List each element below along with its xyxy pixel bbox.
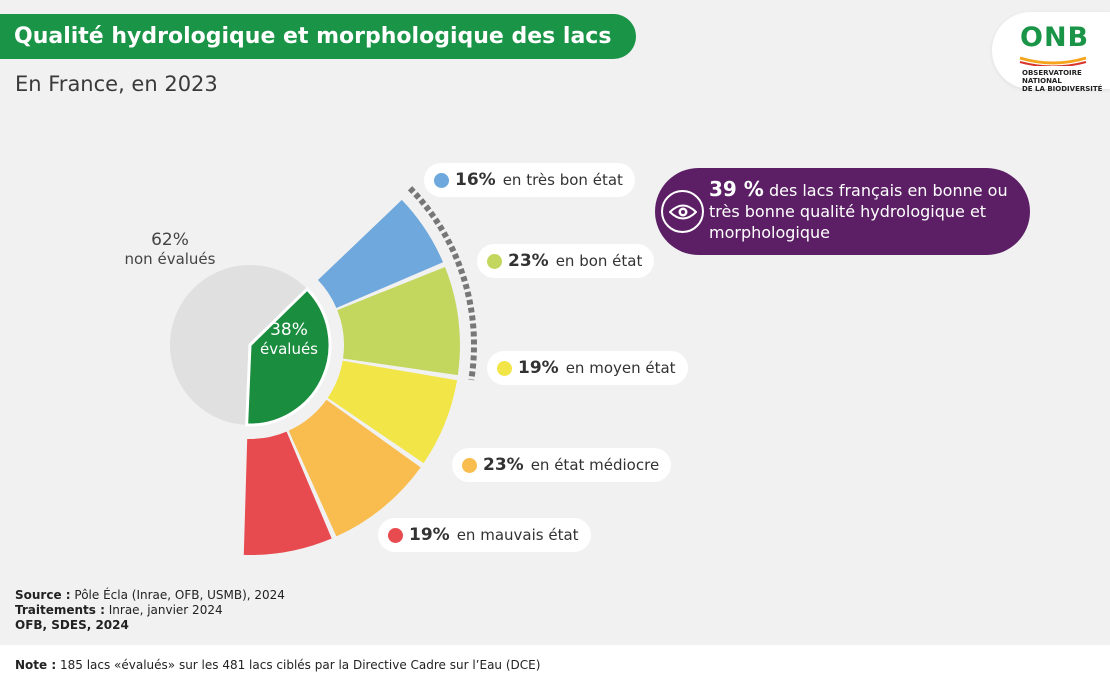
legend-dot <box>434 172 449 188</box>
legend-bon-etat: 23% en bon état <box>477 244 655 278</box>
slice-en-mauvais-état <box>243 431 332 555</box>
legend-dot <box>462 457 477 473</box>
legend-mauvais-etat: 19% en mauvais état <box>378 518 591 552</box>
callout-description: des lacs français en bonne ou très bonne… <box>709 181 1008 242</box>
slice-non-evalues <box>170 265 308 425</box>
source-text: Pôle Écla (Inrae, OFB, USMB), 2024 <box>74 588 285 602</box>
slice-evalues <box>245 286 332 427</box>
note-text: 185 lacs «évalués» sur les 481 lacs cibl… <box>59 658 541 672</box>
legend-pct: 19% <box>409 525 450 545</box>
slice-en-état-médiocre <box>288 399 421 537</box>
onb-logo: ONB OBSERVATOIRE NATIONAL DE LA BIODIVER… <box>992 12 1110 93</box>
logo-swoosh-icon <box>1019 56 1087 66</box>
non-evalues-pct: 62% <box>151 230 189 250</box>
evalues-pct: 38% <box>270 320 308 340</box>
legend-label: en mauvais état <box>456 526 579 544</box>
treatment-text: Inrae, janvier 2024 <box>108 603 223 617</box>
legend-pct: 19% <box>518 358 559 378</box>
logo-caption: OBSERVATOIRE NATIONAL DE LA BIODIVERSITÉ <box>1022 69 1110 93</box>
slice-en-bon-état <box>337 266 461 376</box>
slice-en-moyen-état <box>327 360 458 464</box>
legend-label: en moyen état <box>565 359 676 377</box>
evalues-label: évalués <box>259 340 318 358</box>
legend-pct: 23% <box>508 251 549 271</box>
credit-text: OFB, SDES, 2024 <box>15 618 129 632</box>
chart-subtitle: En France, en 2023 <box>15 72 218 96</box>
logo-line-1: OBSERVATOIRE NATIONAL <box>1022 69 1082 85</box>
treatment-label: Traitements : <box>15 603 105 617</box>
note-bar: Note : 185 lacs «évalués» sur les 481 la… <box>0 645 1110 685</box>
highlight-arc <box>407 186 477 381</box>
legend-label: en très bon état <box>502 171 623 189</box>
non-evalues-label: non évalués <box>124 250 216 268</box>
legend-tres-bon-etat: 16% en très bon état <box>424 163 635 197</box>
legend-dot <box>487 253 502 269</box>
callout-value: 39 % <box>709 177 764 201</box>
legend-moyen-etat: 19% en moyen état <box>487 351 688 385</box>
legend-pct: 23% <box>483 455 524 475</box>
logo-word: ONB <box>1020 22 1090 53</box>
slice-en-très-bon-état <box>317 199 444 308</box>
callout-text: 39 % des lacs français en bonne ou très … <box>709 179 1019 243</box>
chart-title: Qualité hydrologique et morphologique de… <box>14 24 612 49</box>
label-non-evalues: 62% non évalués <box>110 230 230 268</box>
eye-icon <box>661 190 704 233</box>
legend-etat-mediocre: 23% en état médiocre <box>452 448 672 482</box>
logo-line-2: DE LA BIODIVERSITÉ <box>1022 85 1103 93</box>
key-figure-callout: 39 % des lacs français en bonne ou très … <box>655 168 1030 255</box>
label-evalues: 38% évalués <box>252 320 326 358</box>
legend-dot <box>497 360 512 376</box>
legend-label: en état médiocre <box>530 456 660 474</box>
source-block: Source : Pôle Écla (Inrae, OFB, USMB), 2… <box>15 588 285 633</box>
legend-dot <box>388 527 403 543</box>
legend-label: en bon état <box>555 252 643 270</box>
legend-pct: 16% <box>455 170 496 190</box>
title-banner: Qualité hydrologique et morphologique de… <box>0 14 636 59</box>
source-label: Source : <box>15 588 71 602</box>
note-label: Note : <box>15 658 57 672</box>
